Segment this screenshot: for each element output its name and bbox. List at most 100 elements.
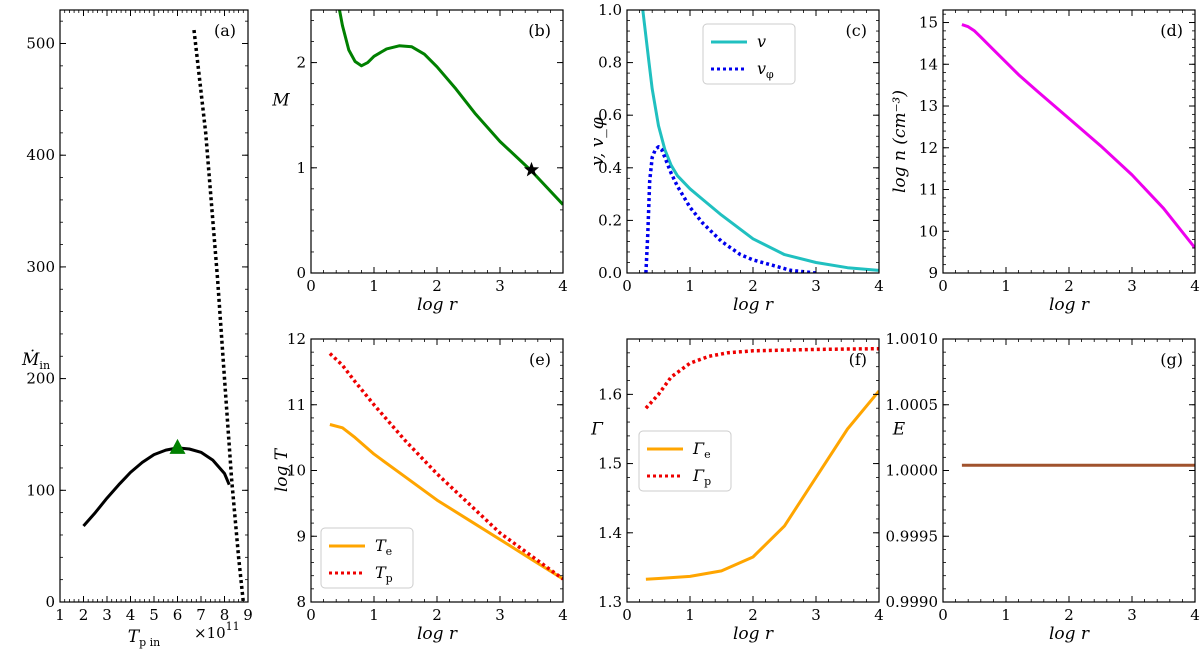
y-tick-label: 15 [919, 14, 938, 32]
panel-label: (f) [849, 350, 867, 369]
legend-label: T [375, 563, 387, 582]
y-tick-label: 1 [296, 159, 306, 177]
x-tick-label: 4 [558, 277, 568, 295]
x-tick-label: 3 [495, 606, 505, 624]
x-tick-label: 2 [432, 606, 442, 624]
y-tick-label: 1.0000 [886, 462, 939, 480]
x-tick-label: 3 [1127, 277, 1137, 295]
x-tick-label: 4 [874, 277, 884, 295]
x-label-sub: p in [139, 636, 160, 649]
y-tick-label: 1.5 [598, 455, 622, 473]
series-line-d-log-n [961, 23, 1195, 249]
series-line-a-solid [82, 446, 231, 527]
panel-a: 1 2 3 4 5 6 7 8 9 0 100 200 300 400 500 (a) Tp in ×1011 Ṁi… [21, 9, 253, 649]
y-tick-label: 300 [26, 258, 55, 276]
x-tick-label: 0 [306, 606, 316, 624]
y-tick-label: 0.2 [598, 211, 622, 229]
y-tick-label: 0.0 [598, 264, 622, 282]
x-tick-label: 2 [432, 277, 442, 295]
panel-label: (c) [846, 21, 867, 40]
legend-box [702, 23, 796, 85]
x-label-main: T [128, 627, 141, 647]
y-tick-label: 12 [287, 330, 306, 348]
x-tick-label: 4 [126, 606, 136, 624]
series-line-b-m [337, 10, 563, 206]
legend-entry: Tp [375, 563, 393, 585]
y-axis-label: M [271, 91, 290, 111]
y-tick-label: 9 [296, 527, 306, 545]
x-multiplier-base: ×10 [194, 624, 226, 642]
x-tick-label: 4 [1190, 606, 1200, 624]
x-multiplier-exponent: 11 [226, 620, 240, 633]
legend-entry: Γe [692, 439, 711, 461]
series-line-c-v [641, 10, 879, 272]
panel-b: 0 1 2 3 4 0 1 2 (b) log r M [271, 9, 568, 315]
legend-sub: p [386, 572, 393, 585]
panel-label: (e) [529, 350, 551, 369]
axes-frame [942, 338, 1196, 603]
x-tick-label: 1 [685, 277, 695, 295]
triangle-marker [169, 438, 186, 454]
x-tick-label: 5 [149, 606, 159, 624]
series-line-e-tp [328, 352, 563, 581]
x-tick-label: 3 [811, 606, 821, 624]
x-tick-label: 7 [196, 606, 206, 624]
y-axis-label: log T [272, 447, 292, 492]
y-tick-label: 12 [919, 139, 938, 157]
y-tick-label: 1.3 [598, 593, 622, 611]
x-tick-label: 1 [1001, 606, 1011, 624]
y-tick-label: 100 [26, 481, 55, 499]
x-tick-label: 8 [220, 606, 230, 624]
x-tick-label: 2 [1064, 606, 1074, 624]
x-tick-label: 1 [685, 606, 695, 624]
x-tick-label: 1 [369, 606, 379, 624]
x-tick-label: 2 [748, 606, 758, 624]
series-line-f-gamma_p [644, 346, 879, 410]
x-tick-label: 0 [938, 606, 948, 624]
x-tick-label: 3 [1127, 606, 1137, 624]
star-marker [523, 161, 540, 177]
x-tick-label: 0 [622, 277, 632, 295]
x-tick-label: 1 [1001, 277, 1011, 295]
x-tick-label: 9 [243, 606, 253, 624]
panel-label: (g) [1160, 350, 1183, 369]
y-axis-label: Ṁin [21, 349, 50, 372]
y-label-main: Ṁ [21, 349, 40, 370]
y-tick-label: 400 [26, 146, 55, 164]
y-tick-label: 1.0010 [886, 330, 939, 348]
panel-label: (d) [1160, 21, 1183, 40]
x-axis-label: Tp in [128, 627, 160, 649]
y-tick-label: 9 [928, 264, 938, 282]
x-tick-label: 3 [811, 277, 821, 295]
y-tick-label: 10 [919, 222, 938, 240]
x-multiplier: ×1011 [194, 620, 240, 642]
y-tick-label: 1.6 [598, 385, 622, 403]
y-tick-label: 2 [296, 54, 306, 72]
y-tick-label: 0.8 [598, 54, 622, 72]
x-tick-label: 3 [495, 277, 505, 295]
y-axis-label: E [892, 420, 906, 440]
y-tick-label: 1.0 [598, 1, 622, 19]
x-tick-label: 2 [79, 606, 89, 624]
x-axis-label: log r [1049, 624, 1090, 644]
y-tick-label: 0.4 [598, 159, 622, 177]
y-tick-label: 8 [296, 593, 306, 611]
x-tick-label: 1 [369, 277, 379, 295]
legend-entry: Te [375, 536, 392, 558]
y-label-sub: in [39, 359, 50, 372]
legend-entry: v [757, 32, 766, 51]
y-tick-label: 11 [287, 396, 306, 414]
x-tick-label: 6 [173, 606, 183, 624]
y-tick-label: 1.0005 [886, 396, 939, 414]
y-tick-label: 0.6 [598, 106, 622, 124]
legend: Te Tp [320, 527, 414, 589]
x-tick-label: 0 [938, 277, 948, 295]
x-axis-label: log r [733, 295, 774, 315]
y-axis-label: Γ [590, 420, 604, 440]
x-tick-label: 2 [1064, 277, 1074, 295]
